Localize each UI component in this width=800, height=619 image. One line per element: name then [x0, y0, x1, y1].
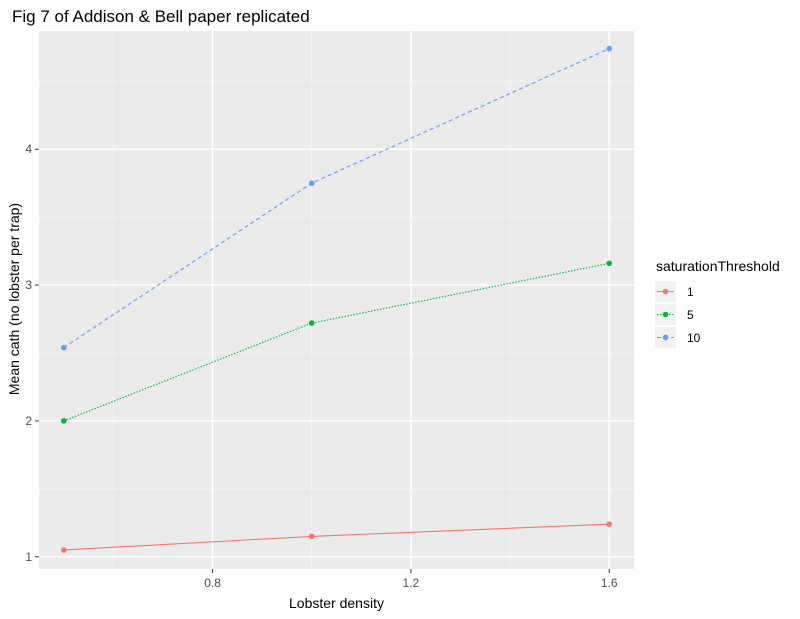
y-axis: 1 2 3 4: [25, 142, 39, 564]
y-tick-label: 1: [25, 550, 32, 564]
series-layer: [60, 45, 613, 553]
data-point-5: [308, 320, 315, 326]
data-point-1: [606, 521, 613, 527]
legend: saturationThreshold 1 5 10: [655, 258, 780, 348]
legend-key-point: [662, 311, 669, 318]
data-point-5: [60, 418, 67, 424]
y-tick-label: 4: [25, 142, 32, 156]
data-point-10: [606, 45, 613, 52]
legend-label: 5: [687, 308, 694, 322]
legend-item-5: 5: [655, 304, 694, 325]
x-axis-title: Lobster density: [289, 595, 384, 611]
legend-key-point: [662, 288, 669, 295]
legend-label: 10: [687, 331, 701, 345]
x-tick-label: 1.6: [601, 576, 618, 590]
grid: [39, 31, 634, 569]
legend-title: saturationThreshold: [656, 258, 780, 274]
x-tick-label: 0.8: [204, 576, 221, 590]
data-point-1: [308, 533, 315, 540]
data-point-10: [60, 344, 67, 351]
series-line-5: [63, 262, 610, 422]
y-tick-label: 3: [25, 278, 32, 292]
y-axis-title: Mean cath (no lobster per trap): [6, 203, 22, 395]
plot-panel: [39, 31, 634, 569]
legend-item-10: 10: [655, 327, 701, 348]
legend-key-point: [662, 334, 669, 341]
data-point-1: [60, 547, 67, 553]
data-point-10: [308, 180, 315, 186]
legend-label: 1: [687, 285, 694, 299]
y-tick-label: 2: [25, 414, 32, 428]
data-point-5: [606, 260, 613, 267]
chart-title: Fig 7 of Addison & Bell paper replicated: [12, 7, 310, 26]
x-axis: 0.8 1.2 1.6: [204, 569, 618, 590]
series-1: [60, 521, 613, 553]
legend-item-1: 1: [655, 281, 694, 302]
x-tick-label: 1.2: [403, 576, 420, 590]
series-5: [60, 260, 613, 424]
series-10: [60, 45, 613, 351]
